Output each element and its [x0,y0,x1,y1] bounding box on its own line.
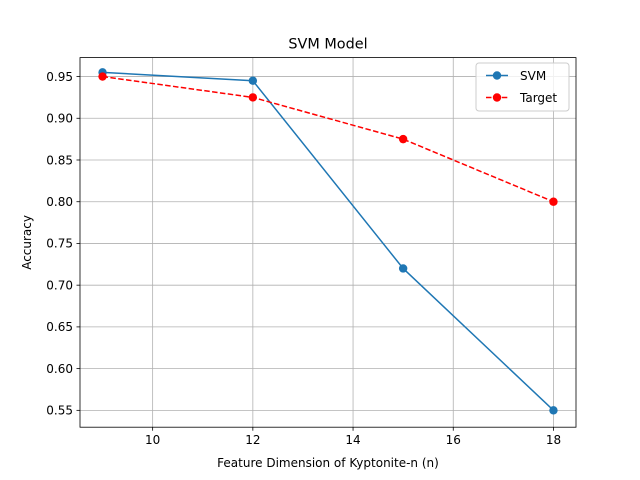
y-tick-label: 0.65 [46,320,73,334]
legend-svm-marker [492,71,502,80]
series-layer [98,68,558,415]
y-tick-label: 0.55 [46,404,73,418]
chart-title: SVM Model [288,37,367,53]
y-tick-label: 0.60 [46,362,73,376]
svm-series-line [102,71,554,411]
y-tick-label: 0.85 [46,153,73,167]
grid-lines [80,57,576,428]
x-axis-ticks: 10 12 14 16 18 [145,427,561,447]
legend: SVM Target [475,62,570,112]
y-tick-label: 0.95 [46,70,73,84]
legend-target-marker [492,93,502,102]
target-data-point [248,93,258,102]
svm-data-point [248,76,258,85]
target-data-point [549,197,558,206]
legend-svm-label: SVM [520,69,546,83]
x-tick-label: 16 [446,433,461,447]
y-tick-label: 0.75 [46,237,73,251]
y-tick-label: 0.80 [46,195,73,209]
x-tick-label: 14 [345,433,360,447]
target-series-line [102,75,554,203]
y-tick-label: 0.90 [46,112,73,126]
legend-target-label: Target [519,91,557,105]
y-axis-ticks: 0.55 0.60 0.65 0.70 0.75 0.80 0.85 0.90 0.95 [46,70,80,418]
svm-data-point [549,406,558,415]
target-data-point [398,134,408,144]
x-tick-label: 12 [245,433,260,447]
y-axis-label: Accuracy [20,215,34,270]
plot-area-frame [79,57,577,428]
svm-data-point [398,264,408,273]
x-axis-label: Feature Dimension of Kyptonite-n (n) [217,456,439,470]
target-data-point [98,72,107,81]
x-tick-label: 18 [546,433,561,447]
y-tick-label: 0.70 [46,278,73,292]
x-tick-label: 10 [145,433,160,447]
